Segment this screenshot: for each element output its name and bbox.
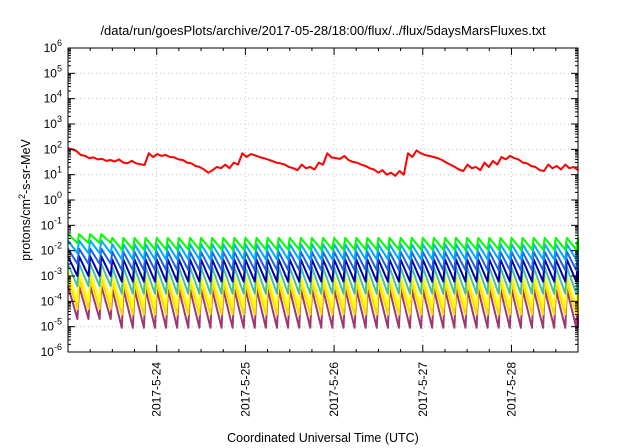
- y-tick-base: 10: [44, 168, 58, 182]
- x-tick-label: 2017-5-26: [327, 362, 341, 417]
- y-tick-label: 10-2: [41, 241, 62, 258]
- y-tick-base: 10: [44, 193, 58, 207]
- y-tick-base: 10: [44, 41, 58, 55]
- y-tick-label: 10-3: [41, 266, 62, 283]
- y-tick-exponent: -3: [54, 266, 62, 276]
- x-tick-label: 2017-5-28: [504, 362, 518, 417]
- series-line: [67, 247, 579, 272]
- series-group: [67, 147, 579, 329]
- y-axis-label: protons/cm2-s-sr-MeV: [17, 138, 33, 260]
- y-tick-base: 10: [44, 92, 58, 106]
- series-line: [67, 239, 579, 261]
- y-tick-label: 103: [44, 114, 62, 131]
- y-tick-exponent: -4: [54, 291, 62, 301]
- y-tick-label: 10-5: [41, 317, 62, 334]
- y-tick-exponent: 2: [57, 139, 62, 149]
- y-axis-label-sup: 2: [17, 194, 27, 199]
- y-tick-label: 102: [44, 139, 62, 156]
- x-tick-label: 2017-5-24: [150, 362, 164, 417]
- y-tick-label: 10-4: [41, 291, 62, 308]
- y-tick-exponent: -5: [54, 317, 62, 327]
- y-tick-base: 10: [41, 320, 55, 334]
- x-tick-label: 2017-5-27: [416, 362, 430, 417]
- y-tick-exponent: 0: [57, 190, 62, 200]
- y-tick-label: 106: [44, 38, 62, 55]
- y-tick-label: 10-1: [41, 215, 62, 232]
- x-tick-label: 2017-5-25: [238, 362, 252, 417]
- y-tick-label: 100: [44, 190, 62, 207]
- y-tick-label: 101: [44, 165, 62, 182]
- y-tick-label: 10-6: [41, 342, 62, 359]
- series-line: [67, 233, 579, 251]
- y-tick-base: 10: [41, 244, 55, 258]
- y-tick-exponent: 4: [57, 89, 62, 99]
- y-tick-base: 10: [44, 117, 58, 131]
- y-tick-label: 104: [44, 89, 62, 106]
- y-tick-base: 10: [44, 142, 58, 156]
- y-axis-label-prefix: protons/cm: [19, 199, 33, 261]
- y-tick-exponent: 6: [57, 38, 62, 48]
- x-axis-ticks: 2017-5-24 2017-5-25 2017-5-26 2017-5-27 2017…: [89, 48, 557, 417]
- series-line: [67, 147, 579, 177]
- y-tick-base: 10: [41, 345, 55, 359]
- y-tick-base: 10: [41, 218, 55, 232]
- chart-title: /data/run/goesPlots/archive/2017-05-28/1…: [100, 23, 546, 38]
- y-tick-exponent: 5: [57, 63, 62, 73]
- y-tick-base: 10: [41, 294, 55, 308]
- y-axis-ticks: 10610510410310210110010-110-210-310-410-…: [41, 38, 578, 359]
- y-axis-label-suffix: -s-sr-MeV: [19, 138, 33, 194]
- y-tick-exponent: 3: [57, 114, 62, 124]
- y-tick-exponent: 1: [57, 165, 62, 175]
- y-tick-base: 10: [41, 269, 55, 283]
- y-tick-base: 10: [44, 66, 58, 80]
- y-tick-label: 105: [44, 63, 62, 80]
- y-tick-exponent: -6: [54, 342, 62, 352]
- y-tick-exponent: -2: [54, 241, 62, 251]
- x-axis-label: Coordinated Universal Time (UTC): [227, 431, 419, 445]
- y-tick-exponent: -1: [54, 215, 62, 225]
